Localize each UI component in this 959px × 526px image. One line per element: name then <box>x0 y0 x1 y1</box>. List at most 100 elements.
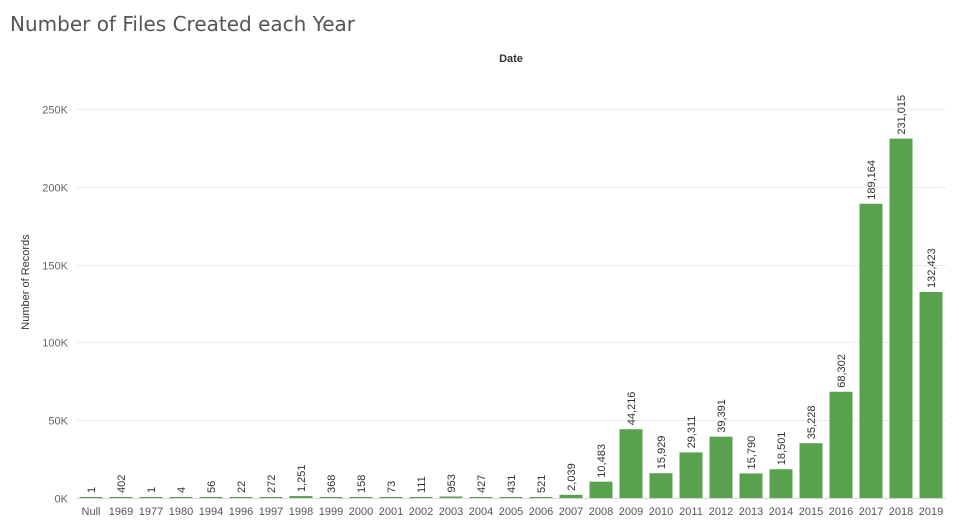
value-label: 431 <box>506 475 518 493</box>
y-tick-label: 150K <box>42 261 68 273</box>
value-label: 68,302 <box>836 354 848 388</box>
value-label: 111 <box>416 476 428 493</box>
value-label: 18,501 <box>776 432 788 466</box>
x-tick-label: 2010 <box>649 506 673 518</box>
x-axis-ticks: Null 1969 1977 1980 1994 1996 1997 1998 1999 2000… <box>82 506 944 518</box>
value-label: 158 <box>356 475 368 493</box>
y-tick-label: 200K <box>42 183 68 195</box>
x-tick-label: 2012 <box>709 506 733 518</box>
x-tick-label: 2019 <box>919 506 943 518</box>
bar[interactable] <box>739 473 763 498</box>
y-tick-label: 50K <box>48 416 68 428</box>
value-label: 272 <box>266 475 278 493</box>
x-tick-label: 2000 <box>349 506 373 518</box>
bar[interactable] <box>649 473 673 498</box>
x-tick-label: 2011 <box>679 506 703 518</box>
value-label: 29,311 <box>686 416 698 449</box>
bar[interactable] <box>619 429 643 498</box>
bar[interactable] <box>529 497 553 498</box>
bar[interactable] <box>379 497 403 498</box>
bar[interactable] <box>109 497 133 498</box>
x-tick-label: 1996 <box>229 506 253 518</box>
bar[interactable] <box>829 391 853 498</box>
value-label: 39,391 <box>716 399 728 433</box>
x-tick-label: 1980 <box>169 506 193 518</box>
x-tick-label: 2015 <box>799 506 823 518</box>
value-label: 4 <box>176 487 188 493</box>
value-label: 1 <box>86 487 98 493</box>
x-tick-label: 2008 <box>589 506 613 518</box>
value-label: 521 <box>536 475 548 493</box>
value-label: 1 <box>146 487 158 493</box>
value-label: 56 <box>206 481 218 493</box>
bar[interactable] <box>409 497 433 498</box>
y-tick-label: 100K <box>42 338 68 350</box>
x-tick-label: 2013 <box>739 506 763 518</box>
x-tick-label: 1998 <box>289 506 313 518</box>
bar[interactable] <box>259 497 283 498</box>
value-label: 231,015 <box>896 95 908 135</box>
value-label: 10,483 <box>596 444 608 478</box>
bar[interactable] <box>559 494 583 498</box>
value-label: 73 <box>386 481 398 493</box>
bar[interactable] <box>349 497 373 498</box>
bar[interactable] <box>439 496 463 498</box>
bar[interactable] <box>229 497 253 498</box>
x-tick-label: 2014 <box>769 506 793 518</box>
value-label: 427 <box>476 475 488 493</box>
value-label: 44,216 <box>626 392 638 426</box>
x-tick-label: 2004 <box>469 506 493 518</box>
x-tick-label: 1969 <box>109 506 133 518</box>
bar[interactable] <box>769 469 793 498</box>
gridlines <box>76 109 946 499</box>
value-label: 132,423 <box>926 248 938 288</box>
x-tick-label: 2009 <box>619 506 643 518</box>
value-label: 22 <box>236 481 248 493</box>
value-label: 953 <box>446 474 458 492</box>
x-tick-label: 2001 <box>379 506 403 518</box>
value-labels: 1 402 1 4 56 22 272 1,251 368 158 73 111 953 427 431 52… <box>86 95 938 493</box>
value-label: 402 <box>116 475 128 493</box>
x-tick-label: 1997 <box>259 506 283 518</box>
x-tick-label: 1994 <box>199 506 223 518</box>
value-label: 35,228 <box>806 406 818 440</box>
bar[interactable] <box>889 138 913 499</box>
bar[interactable] <box>589 481 613 498</box>
bar[interactable] <box>679 452 703 498</box>
bar[interactable] <box>469 497 493 498</box>
value-label: 15,790 <box>746 436 758 470</box>
x-tick-label: 2006 <box>529 506 553 518</box>
x-tick-label: 2016 <box>829 506 853 518</box>
header-label: Date <box>499 53 523 65</box>
x-tick-label: 2007 <box>559 506 583 518</box>
y-axis-label: Number of Records <box>20 234 32 330</box>
x-tick-label: 1999 <box>319 506 343 518</box>
value-label: 2,039 <box>566 463 578 491</box>
x-tick-label: Null <box>82 506 101 518</box>
x-tick-label: 2005 <box>499 506 523 518</box>
bar[interactable] <box>169 497 193 498</box>
y-tick-label: 250K <box>42 105 68 117</box>
x-tick-label: 2002 <box>409 506 433 518</box>
bar[interactable] <box>499 497 523 498</box>
bar[interactable] <box>139 497 163 498</box>
bar[interactable] <box>319 497 343 498</box>
bar[interactable] <box>709 436 733 498</box>
x-tick-label: 1977 <box>139 506 163 518</box>
bar[interactable] <box>79 497 103 498</box>
y-axis-ticks: 0K 50K 100K 150K 200K 250K <box>42 105 68 506</box>
x-tick-label: 2018 <box>889 506 913 518</box>
x-tick-label: 2017 <box>859 506 883 518</box>
bar[interactable] <box>289 496 313 498</box>
y-tick-label: 0K <box>55 494 69 506</box>
value-label: 1,251 <box>296 465 308 493</box>
value-label: 368 <box>326 475 338 493</box>
bars <box>79 138 943 499</box>
value-label: 189,164 <box>866 160 878 200</box>
x-tick-label: 2003 <box>439 506 463 518</box>
bar[interactable] <box>859 203 883 499</box>
bar[interactable] <box>199 497 223 498</box>
bar[interactable] <box>919 292 943 498</box>
bar[interactable] <box>799 443 823 498</box>
